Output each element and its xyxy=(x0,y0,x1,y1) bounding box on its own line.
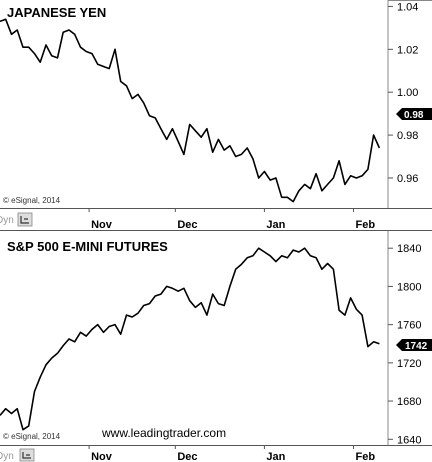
yen-x-axis: Nov Dec Jan Feb xyxy=(88,208,376,231)
yen-credit-label: © eSignal, 2014 xyxy=(3,196,61,205)
sp500-y-tick-label: 1680 xyxy=(397,396,421,408)
yen-x-tick-label: Dec xyxy=(177,219,197,231)
yen-y-tick-label: 1.04 xyxy=(397,1,418,13)
sp500-y-tick-label: 1800 xyxy=(397,281,421,293)
yen-y-axis: 0.96 0.98 1.00 1.02 1.04 xyxy=(388,1,418,185)
sp500-chart-panel: S&P 500 E-MINI FUTURES © eSignal, 2014 w… xyxy=(0,231,432,462)
sp500-interval-control[interactable]: Dyn xyxy=(0,448,35,462)
yen-y-tick-label: 0.96 xyxy=(397,173,418,185)
yen-time-axis-band xyxy=(0,208,432,230)
sp500-x-tick-label: Dec xyxy=(177,451,197,462)
yen-interval-control[interactable]: Dyn xyxy=(0,212,33,227)
yen-chart-panel: JAPANESE YEN © eSignal, 2014 0.96 0.98 1.0… xyxy=(0,0,432,231)
sp500-lock-icon-glyph xyxy=(22,452,31,459)
sp500-badge-arrow xyxy=(396,339,432,351)
sp500-y-tick-label: 1840 xyxy=(397,243,421,255)
sp500-x-tick-label: Jan xyxy=(266,451,285,462)
sp500-credit-label: © eSignal, 2014 xyxy=(3,432,61,441)
sp500-interval-label: Dyn xyxy=(0,451,14,462)
yen-last-value-badge: 0.98 xyxy=(396,108,432,121)
sp500-last-value-badge: 1742 xyxy=(396,339,432,352)
yen-y-tick-label: 0.98 xyxy=(397,130,418,142)
yen-interval-label: Dyn xyxy=(0,215,14,226)
sp500-x-axis: Nov Dec Jan Feb xyxy=(88,445,376,462)
watermark-text: www.leadingtrader.com xyxy=(101,426,226,440)
sp500-badge-value: 1742 xyxy=(405,341,428,352)
sp500-y-axis: 1640 1680 1720 1760 1800 1840 xyxy=(388,243,421,446)
yen-x-tick-label: Nov xyxy=(91,219,113,231)
yen-badge-value: 0.98 xyxy=(404,110,424,121)
sp500-y-tick-label: 1720 xyxy=(397,358,421,370)
sp500-x-tick-label: Feb xyxy=(356,451,376,462)
sp500-x-tick-label: Nov xyxy=(91,451,113,462)
sp500-time-axis-band xyxy=(0,445,432,462)
sp500-y-tick-label: 1760 xyxy=(397,320,421,332)
yen-y-tick-label: 1.02 xyxy=(397,44,418,56)
sp500-chart-title: S&P 500 E-MINI FUTURES xyxy=(7,239,168,254)
yen-x-tick-label: Feb xyxy=(356,219,376,231)
yen-lock-icon-glyph xyxy=(20,216,29,224)
yen-y-tick-label: 1.00 xyxy=(397,87,418,99)
yen-price-line xyxy=(0,18,381,203)
sp500-y-tick-label: 1640 xyxy=(397,434,421,446)
yen-chart-title: JAPANESE YEN xyxy=(7,5,106,20)
yen-badge-arrow xyxy=(396,108,432,120)
sp500-price-line xyxy=(0,247,380,431)
yen-x-tick-label: Jan xyxy=(266,219,285,231)
